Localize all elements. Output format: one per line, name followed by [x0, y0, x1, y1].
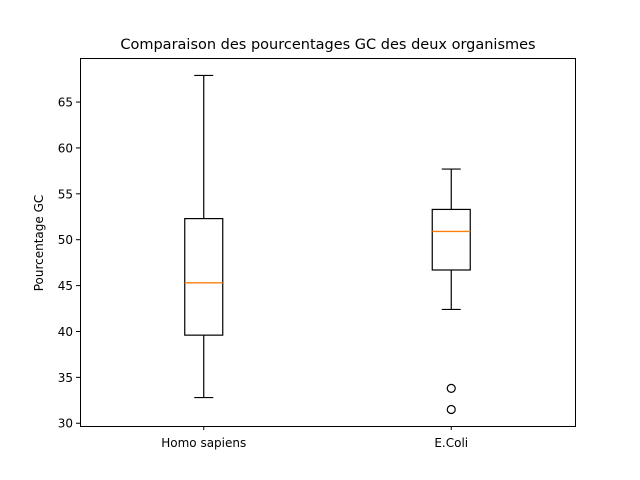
x-tick-label: Homo sapiens — [161, 436, 246, 450]
x-tick-label: E.Coli — [434, 436, 468, 450]
box — [431, 208, 471, 271]
y-tick-label: 50 — [58, 233, 73, 247]
y-tick-label: 65 — [58, 96, 73, 110]
y-tick-label: 60 — [58, 141, 73, 155]
y-tick-label: 55 — [58, 187, 73, 201]
plot-area: 30 35 40 45 50 55 60 65 Homo sapiens E.Coli — [58, 74, 471, 450]
y-tick-label: 35 — [58, 371, 73, 385]
box — [184, 217, 224, 336]
outlier-point — [446, 404, 456, 415]
chart-title: Comparaison des pourcentages GC des deux… — [120, 37, 535, 53]
axes-frame — [80, 58, 576, 427]
outlier-point — [446, 383, 456, 393]
y-tick-label: 30 — [58, 417, 73, 431]
y-tick-label: 45 — [58, 279, 73, 293]
y-tick-label: 40 — [58, 325, 73, 339]
y-axis-label: Pourcentage GC — [32, 195, 46, 292]
